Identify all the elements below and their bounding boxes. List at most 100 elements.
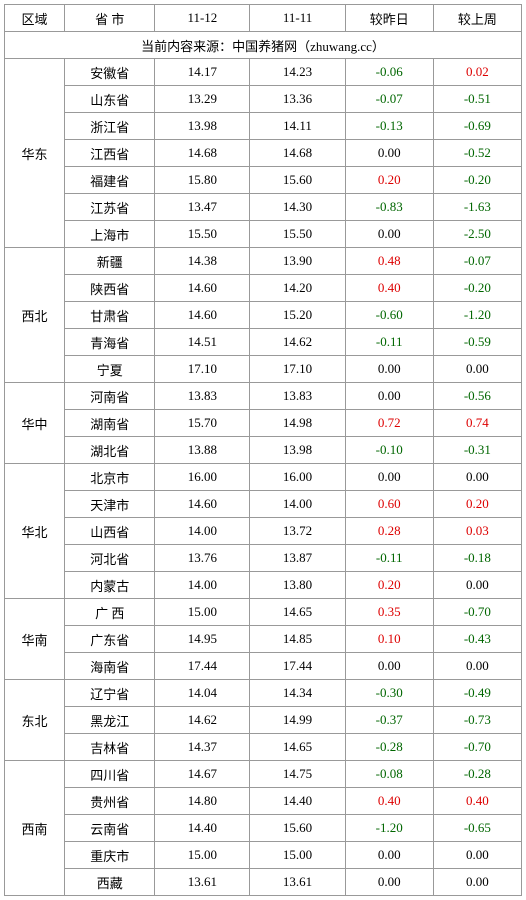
value1-cell: 14.40 [155, 815, 250, 842]
delta-yesterday-cell: 0.00 [345, 869, 433, 896]
delta-lastweek-cell: -0.28 [433, 761, 521, 788]
table-row: 云南省14.4015.60-1.20-0.65 [5, 815, 522, 842]
value1-cell: 14.60 [155, 302, 250, 329]
value1-cell: 14.67 [155, 761, 250, 788]
delta-lastweek-cell: -0.07 [433, 248, 521, 275]
value2-cell: 13.80 [250, 572, 345, 599]
value2-cell: 15.60 [250, 815, 345, 842]
header-date2: 11-11 [250, 5, 345, 32]
value1-cell: 14.37 [155, 734, 250, 761]
delta-yesterday-cell: 0.00 [345, 653, 433, 680]
province-cell: 河南省 [65, 383, 155, 410]
value2-cell: 14.00 [250, 491, 345, 518]
delta-lastweek-cell: -0.70 [433, 599, 521, 626]
value1-cell: 14.80 [155, 788, 250, 815]
header-vs-lastweek: 较上周 [433, 5, 521, 32]
delta-lastweek-cell: 0.00 [433, 356, 521, 383]
province-cell: 吉林省 [65, 734, 155, 761]
province-cell: 浙江省 [65, 113, 155, 140]
delta-yesterday-cell: -0.83 [345, 194, 433, 221]
delta-lastweek-cell: -0.70 [433, 734, 521, 761]
province-cell: 广东省 [65, 626, 155, 653]
delta-lastweek-cell: -0.51 [433, 86, 521, 113]
province-cell: 湖北省 [65, 437, 155, 464]
province-cell: 安徽省 [65, 59, 155, 86]
delta-yesterday-cell: 0.40 [345, 275, 433, 302]
delta-yesterday-cell: -0.37 [345, 707, 433, 734]
delta-lastweek-cell: -0.65 [433, 815, 521, 842]
table-row: 福建省15.8015.600.20-0.20 [5, 167, 522, 194]
value2-cell: 14.34 [250, 680, 345, 707]
value1-cell: 13.47 [155, 194, 250, 221]
value2-cell: 14.62 [250, 329, 345, 356]
delta-lastweek-cell: 0.00 [433, 464, 521, 491]
delta-yesterday-cell: 0.00 [345, 383, 433, 410]
value2-cell: 15.00 [250, 842, 345, 869]
delta-lastweek-cell: -0.43 [433, 626, 521, 653]
delta-yesterday-cell: 0.35 [345, 599, 433, 626]
value2-cell: 14.65 [250, 734, 345, 761]
delta-lastweek-cell: 0.00 [433, 572, 521, 599]
delta-yesterday-cell: -0.13 [345, 113, 433, 140]
table-row: 华北北京市16.0016.000.000.00 [5, 464, 522, 491]
delta-yesterday-cell: -0.11 [345, 329, 433, 356]
value2-cell: 14.98 [250, 410, 345, 437]
region-cell: 西南 [5, 761, 65, 896]
table-row: 湖南省15.7014.980.720.74 [5, 410, 522, 437]
province-cell: 贵州省 [65, 788, 155, 815]
delta-lastweek-cell: -1.20 [433, 302, 521, 329]
province-cell: 四川省 [65, 761, 155, 788]
province-cell: 甘肃省 [65, 302, 155, 329]
delta-yesterday-cell: 0.60 [345, 491, 433, 518]
value1-cell: 14.00 [155, 572, 250, 599]
region-cell: 华南 [5, 599, 65, 680]
value1-cell: 13.83 [155, 383, 250, 410]
region-cell: 华中 [5, 383, 65, 464]
delta-lastweek-cell: -0.49 [433, 680, 521, 707]
table-row: 西北新疆14.3813.900.48-0.07 [5, 248, 522, 275]
table-row: 海南省17.4417.440.000.00 [5, 653, 522, 680]
delta-lastweek-cell: -0.31 [433, 437, 521, 464]
value2-cell: 14.30 [250, 194, 345, 221]
delta-lastweek-cell: 0.03 [433, 518, 521, 545]
province-cell: 内蒙古 [65, 572, 155, 599]
value2-cell: 15.20 [250, 302, 345, 329]
province-cell: 黑龙江 [65, 707, 155, 734]
value1-cell: 14.04 [155, 680, 250, 707]
delta-yesterday-cell: 0.00 [345, 356, 433, 383]
value2-cell: 14.65 [250, 599, 345, 626]
delta-lastweek-cell: 0.00 [433, 869, 521, 896]
delta-lastweek-cell: -0.18 [433, 545, 521, 572]
value2-cell: 14.85 [250, 626, 345, 653]
table-row: 天津市14.6014.000.600.20 [5, 491, 522, 518]
table-row: 江苏省13.4714.30-0.83-1.63 [5, 194, 522, 221]
header-region: 区域 [5, 5, 65, 32]
value1-cell: 13.61 [155, 869, 250, 896]
value2-cell: 14.68 [250, 140, 345, 167]
table-row: 华东安徽省14.1714.23-0.060.02 [5, 59, 522, 86]
value2-cell: 13.87 [250, 545, 345, 572]
value1-cell: 14.95 [155, 626, 250, 653]
delta-lastweek-cell: -2.50 [433, 221, 521, 248]
table-row: 浙江省13.9814.11-0.13-0.69 [5, 113, 522, 140]
delta-yesterday-cell: 0.72 [345, 410, 433, 437]
province-cell: 海南省 [65, 653, 155, 680]
value1-cell: 13.29 [155, 86, 250, 113]
table-row: 甘肃省14.6015.20-0.60-1.20 [5, 302, 522, 329]
value1-cell: 13.88 [155, 437, 250, 464]
value2-cell: 13.83 [250, 383, 345, 410]
value1-cell: 14.62 [155, 707, 250, 734]
province-cell: 上海市 [65, 221, 155, 248]
province-cell: 山东省 [65, 86, 155, 113]
delta-lastweek-cell: 0.20 [433, 491, 521, 518]
value1-cell: 14.60 [155, 275, 250, 302]
value2-cell: 17.44 [250, 653, 345, 680]
delta-lastweek-cell: 0.00 [433, 842, 521, 869]
province-cell: 北京市 [65, 464, 155, 491]
table-body: 当前内容来源：中国养猪网（zhuwang.cc） 华东安徽省14.1714.23… [5, 32, 522, 896]
table-row: 内蒙古14.0013.800.200.00 [5, 572, 522, 599]
delta-yesterday-cell: -0.60 [345, 302, 433, 329]
table-row: 华南广 西15.0014.650.35-0.70 [5, 599, 522, 626]
region-cell: 西北 [5, 248, 65, 383]
table-row: 上海市15.5015.500.00-2.50 [5, 221, 522, 248]
